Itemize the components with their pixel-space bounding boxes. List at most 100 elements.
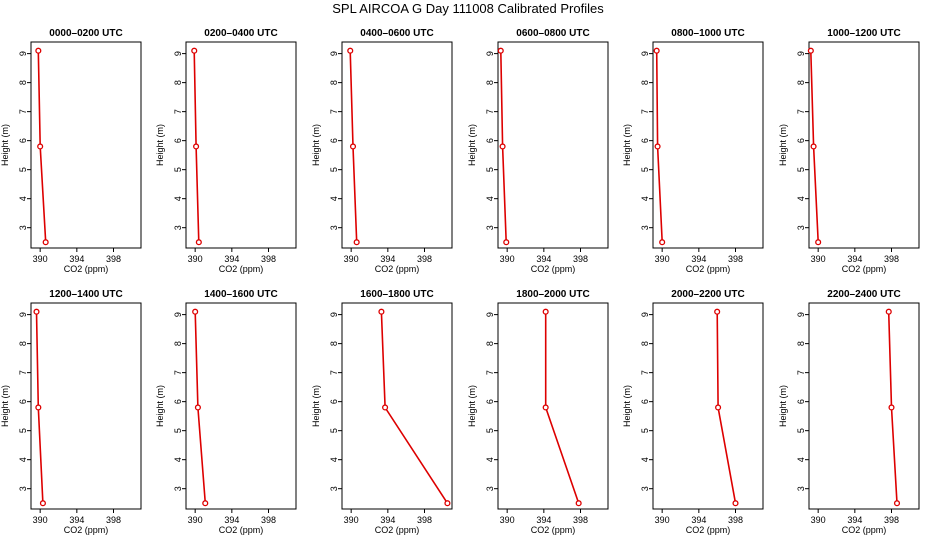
plot-frame [30,41,142,249]
x-axis-label: CO2 (ppm) [219,264,264,274]
x-tick-label: 398 [573,254,588,264]
profile-plot-5: 1000–1200 UTC 390 394 398 3 4 5 6 7 8 9 CO2 (ppm) He… [778,28,920,274]
y-tick-label: 9 [329,312,339,317]
x-tick-label: 394 [536,515,551,525]
profile-point [195,239,202,246]
y-tick-label: 9 [640,51,650,56]
profile-line [380,311,449,504]
plot-frame [341,302,453,510]
figure-title: SPL AIRCOA G Day 111008 Calibrated Profi… [332,1,604,16]
y-tick-label: 7 [796,370,806,375]
profile-point [499,143,506,150]
x-axis-label: CO2 (ppm) [375,525,420,535]
y-tick-label: 9 [796,51,806,56]
y-tick-label: 6 [329,399,339,404]
y-tick-label: 4 [329,196,339,201]
x-axis-label: CO2 (ppm) [686,264,731,274]
x-tick-label: 390 [811,515,826,525]
x-tick-label: 394 [691,254,706,264]
x-axis-label: CO2 (ppm) [686,525,731,535]
y-tick-label: 9 [18,312,28,317]
x-tick-label: 394 [536,254,551,264]
profile-point [888,404,895,411]
y-tick-label: 5 [173,428,183,433]
y-axis-label: Height (m) [155,124,165,166]
profile-point [575,500,582,507]
profile-point [33,308,40,315]
y-tick-label: 3 [640,225,650,230]
y-tick-label: 8 [796,80,806,85]
x-axis-label: CO2 (ppm) [842,525,887,535]
profile-point [37,143,44,150]
y-tick-label: 7 [485,109,495,114]
y-tick-label: 7 [329,370,339,375]
plot-frame [652,302,764,510]
y-tick-label: 9 [18,51,28,56]
x-tick-label: 394 [380,515,395,525]
profile-point [714,308,721,315]
profile-line [544,311,580,504]
x-axis-label: CO2 (ppm) [64,525,109,535]
y-tick-label: 9 [173,51,183,56]
profile-plot-1: 0200–0400 UTC 390 394 398 3 4 5 6 7 8 9 CO2 (ppm) He… [155,28,297,274]
y-tick-label: 8 [485,341,495,346]
x-tick-label: 398 [417,515,432,525]
x-tick-label: 394 [69,254,84,264]
y-tick-label: 4 [485,457,495,462]
x-tick-label: 398 [884,254,899,264]
y-tick-label: 8 [329,80,339,85]
plot-title: 0600–0800 UTC [516,28,589,39]
y-tick-label: 9 [485,51,495,56]
x-tick-label: 398 [728,515,743,525]
plot-title: 0200–0400 UTC [204,28,277,39]
profile-plot-2: 0400–0600 UTC 390 394 398 3 4 5 6 7 8 9 CO2 (ppm) He… [311,28,453,274]
y-axis-label: Height (m) [778,124,788,166]
profile-point [542,308,549,315]
y-tick-label: 6 [173,399,183,404]
profile-point [42,239,49,246]
x-axis-label: CO2 (ppm) [531,264,576,274]
profile-point [715,404,722,411]
plot-title: 0800–1000 UTC [671,28,744,39]
y-tick-label: 5 [18,428,28,433]
x-tick-label: 390 [655,254,670,264]
y-tick-label: 8 [173,80,183,85]
y-tick-label: 3 [329,225,339,230]
y-tick-label: 8 [485,80,495,85]
plot-frame [341,41,453,249]
y-tick-label: 7 [173,109,183,114]
plot-frame [808,302,920,510]
profile-point [807,47,814,54]
y-axis-label: Height (m) [467,124,477,166]
profile-point [659,239,666,246]
plot-frame [185,302,297,510]
x-tick-label: 398 [106,515,121,525]
y-tick-label: 5 [796,428,806,433]
x-tick-label: 390 [188,515,203,525]
profile-point [193,143,200,150]
y-tick-label: 9 [640,312,650,317]
profile-point [35,47,42,54]
profile-point [349,143,357,150]
profile-point [653,47,660,54]
x-tick-label: 390 [811,254,826,264]
x-tick-label: 390 [500,515,515,525]
profile-point [497,47,504,54]
y-axis-label: Height (m) [0,385,10,427]
y-tick-label: 5 [485,167,495,172]
profile-point [191,47,198,54]
x-tick-label: 394 [847,254,862,264]
y-tick-label: 7 [18,370,28,375]
y-axis-label: Height (m) [778,385,788,427]
y-tick-label: 8 [329,341,339,346]
y-tick-label: 7 [796,109,806,114]
y-tick-label: 6 [640,399,650,404]
profile-point [353,239,360,246]
y-tick-label: 6 [640,138,650,143]
x-axis-label: CO2 (ppm) [842,264,887,274]
y-tick-label: 5 [796,167,806,172]
profile-point [382,404,389,411]
x-tick-label: 394 [847,515,862,525]
y-tick-label: 7 [18,109,28,114]
